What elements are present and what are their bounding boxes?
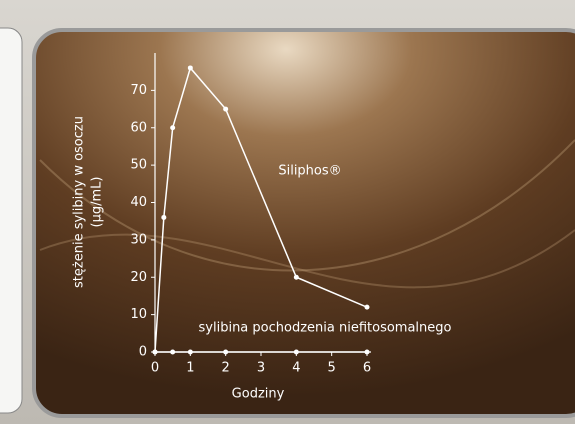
y-tick-label: 60 [130,120,147,135]
x-tick-label: 6 [363,361,371,376]
y-tick-label: 50 [130,158,147,173]
data-point [223,107,228,112]
y-tick-label: 20 [130,270,147,285]
data-point [188,350,193,355]
x-tick-label: 2 [222,361,230,376]
x-tick-label: 0 [151,361,159,376]
data-point [365,350,370,355]
y-axis-label: (µg/mL) [90,177,105,228]
data-point [188,65,193,70]
y-tick-label: 70 [130,83,147,98]
series-label: sylibina pochodzenia niefitosomalnego [199,321,452,336]
x-tick-label: 3 [257,361,265,376]
data-point [294,350,299,355]
page: {"chart_data": {"type": "line", "ylabel"… [0,0,575,424]
screen: 0 10 20 30 40 50 60 70 0 1 2 3 4 5 6 Godziny stężenie … [0,0,575,424]
side-panel [0,28,22,413]
data-point [153,350,158,355]
x-tick-label: 5 [328,361,336,376]
series-label: Siliphos® [278,164,341,179]
y-tick-label: 30 [130,232,147,247]
data-point [170,350,175,355]
chart-panel [34,30,575,416]
data-point [161,215,166,220]
data-point [365,305,370,310]
data-point [294,275,299,280]
x-tick-label: 1 [186,361,194,376]
x-tick-label: 4 [292,361,300,376]
x-axis-label: Godziny [232,387,285,402]
y-axis-label: stężenie sylibiny w osoczu [72,116,87,288]
y-tick-label: 10 [130,307,147,322]
data-point [170,125,175,130]
y-tick-label: 0 [139,345,147,360]
data-point [223,350,228,355]
y-tick-label: 40 [130,195,147,210]
